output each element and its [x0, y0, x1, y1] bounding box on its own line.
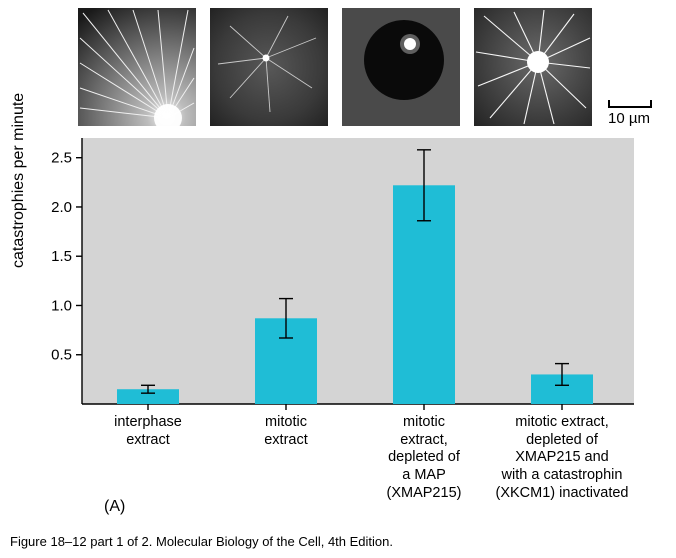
svg-text:1.0: 1.0	[51, 297, 72, 314]
svg-text:2.0: 2.0	[51, 199, 72, 216]
scalebar: 10 µm	[608, 100, 652, 128]
micrograph-1	[78, 8, 196, 126]
x-category-label: mitoticextract,depleted ofa MAP(XMAP215)	[350, 414, 498, 502]
micrograph-4	[474, 8, 592, 126]
svg-text:0.5: 0.5	[51, 347, 72, 364]
panel-letter: (A)	[104, 498, 125, 516]
micrograph-3	[342, 8, 460, 126]
micrograph-row	[78, 8, 592, 126]
scalebar-bracket	[608, 100, 652, 108]
chart: catastrophies per minute 0.51.01.52.02.5…	[18, 138, 658, 518]
x-category-label: interphaseextract	[74, 414, 222, 449]
figure-caption: Figure 18–12 part 1 of 2. Molecular Biol…	[10, 534, 393, 549]
svg-text:2.5: 2.5	[51, 150, 72, 167]
micrograph-2	[210, 8, 328, 126]
scalebar-label: 10 µm	[608, 110, 650, 127]
x-category-label: mitotic extract,depleted ofXMAP215 andwi…	[488, 414, 636, 502]
figure-wrap: 10 µm catastrophies per minute 0.51.01.5…	[0, 0, 676, 558]
svg-text:1.5: 1.5	[51, 248, 72, 265]
x-category-label: mitoticextract	[212, 414, 360, 449]
